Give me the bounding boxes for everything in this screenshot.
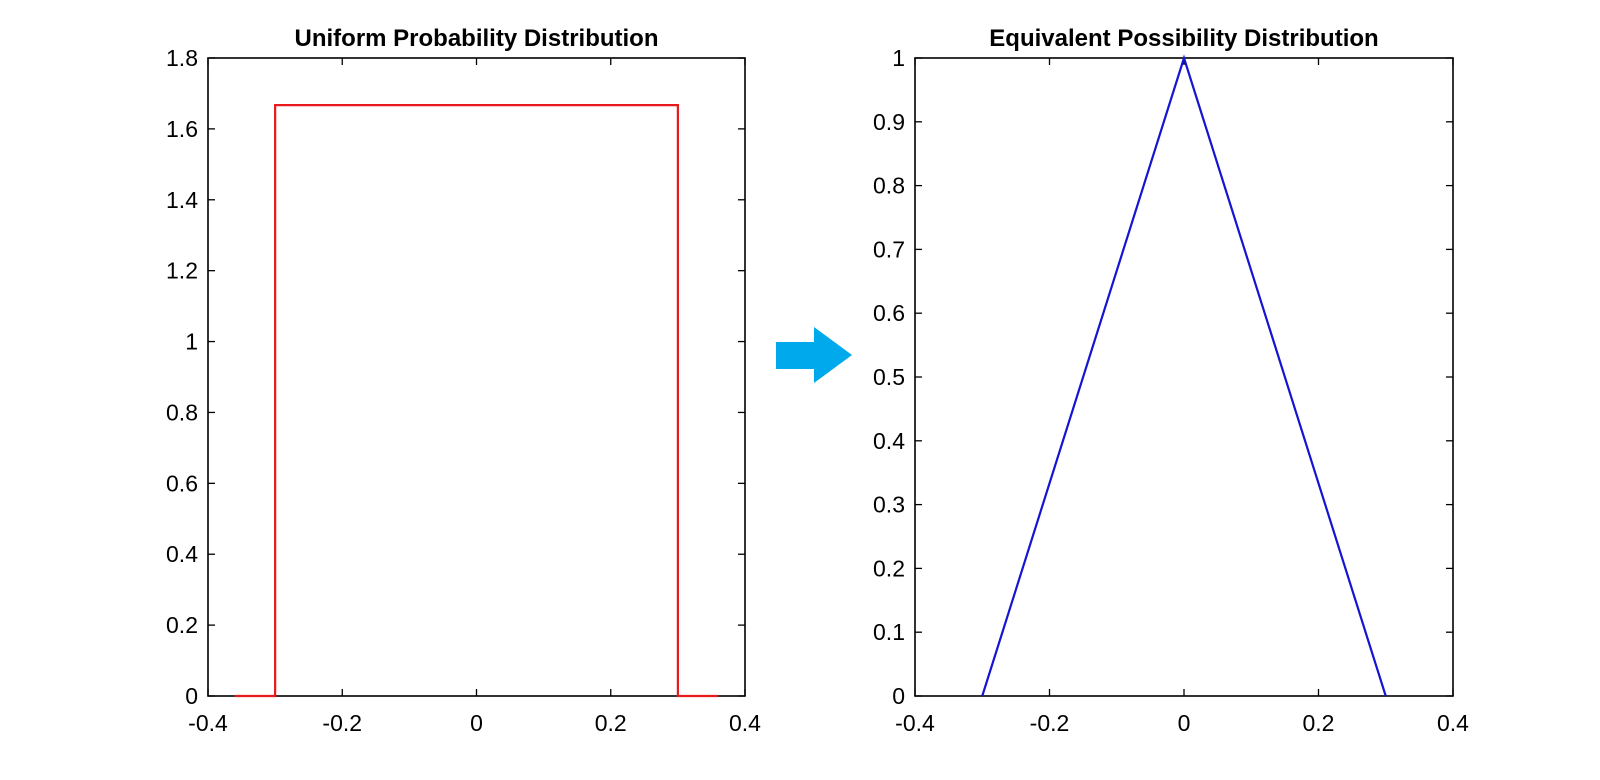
y-tick-label: 0.9 <box>873 109 905 135</box>
y-tick-label: 0 <box>892 683 905 709</box>
y-tick-label: 0.7 <box>873 236 905 262</box>
y-tick-label: 0.6 <box>166 470 198 496</box>
x-tick-label: -0.4 <box>895 710 935 736</box>
x-tick-label: 0.4 <box>729 710 761 736</box>
y-tick-label: 0.1 <box>873 619 905 645</box>
x-tick-label: 0.2 <box>1303 710 1335 736</box>
x-tick-label: -0.4 <box>188 710 228 736</box>
chart-title: Uniform Probability Distribution <box>295 25 659 52</box>
series-line-0 <box>981 54 1387 697</box>
x-tick-label: -0.2 <box>1030 710 1070 736</box>
chart-uniform-probability: Uniform Probability Distribution -0.4 -0.2… <box>166 25 761 736</box>
y-tick-label: 0.4 <box>873 428 905 454</box>
y-tick-label: 0.8 <box>873 173 905 199</box>
y-tick-label: 0.2 <box>873 555 905 581</box>
y-tick-label: 1 <box>185 329 198 355</box>
y-tick-label: 0.2 <box>166 612 198 638</box>
chart-title: Equivalent Possibility Distribution <box>989 25 1378 52</box>
y-tick-label: 0.4 <box>166 541 198 567</box>
y-tick-label: 1 <box>892 45 905 71</box>
y-tick-label: 0.5 <box>873 364 905 390</box>
axes-box <box>914 57 1454 697</box>
y-tick-label: 1.2 <box>166 258 198 284</box>
chart-equivalent-possibility: Equivalent Possibility Distribution -0.4 -… <box>873 25 1469 736</box>
x-tick-label: -0.2 <box>322 710 362 736</box>
y-tick-label: 0.6 <box>873 300 905 326</box>
x-tick-label: 0 <box>1178 710 1191 736</box>
series-line-0 <box>234 104 719 698</box>
x-tick-label: 0.2 <box>595 710 627 736</box>
y-tick-label: 1.8 <box>166 45 198 71</box>
x-tick-label: 0.4 <box>1437 710 1469 736</box>
right-arrow-icon <box>776 327 852 383</box>
axes-box <box>207 57 746 697</box>
y-tick-label: 1.6 <box>166 116 198 142</box>
x-tick-label: 0 <box>470 710 483 736</box>
y-tick-label: 0.3 <box>873 492 905 518</box>
y-tick-label: 1.4 <box>166 187 198 213</box>
y-tick-label: 0.8 <box>166 399 198 425</box>
y-tick-label: 0 <box>185 683 198 709</box>
